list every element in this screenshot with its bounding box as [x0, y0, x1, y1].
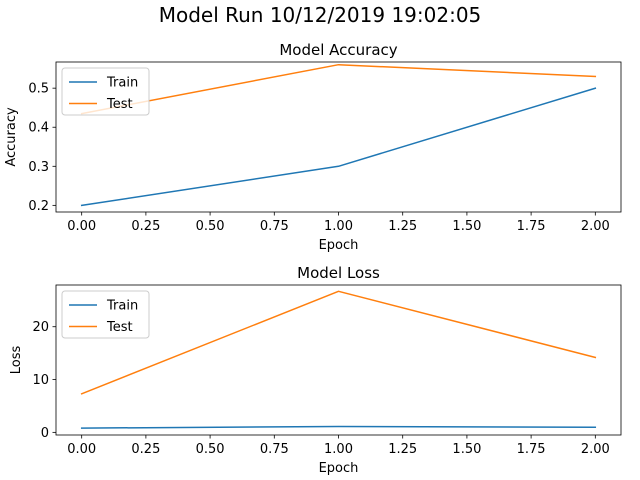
accuracy-xlabel: Epoch — [319, 238, 359, 253]
accuracy-ytick-label: 0.3 — [28, 160, 49, 175]
accuracy-ytick-label: 0.4 — [28, 121, 49, 136]
loss-ylabel: Loss — [9, 346, 24, 375]
loss-series-line-train — [80, 425, 597, 429]
accuracy-legend: Train Test — [61, 67, 150, 116]
loss-legend-label-train: Train — [106, 299, 138, 314]
accuracy-xtick-label: 1.75 — [517, 219, 546, 234]
accuracy-title: Model Accuracy — [279, 41, 397, 59]
accuracy-xtick-label: 1.25 — [388, 219, 417, 234]
accuracy-legend-label-train: Train — [106, 76, 138, 91]
accuracy-series-line-test — [80, 63, 597, 115]
loss-xtick-label: 1.75 — [517, 442, 546, 457]
loss-ytick-label: 20 — [32, 320, 49, 335]
accuracy-xtick-label: 1.00 — [324, 219, 353, 234]
loss-xtick-label: 0.25 — [131, 442, 160, 457]
loss-xtick-label: 2.00 — [581, 442, 610, 457]
accuracy-legend-label-test: Test — [106, 97, 133, 112]
accuracy-xtick-label: 0.25 — [131, 219, 160, 234]
figure-suptitle: Model Run 10/12/2019 19:02:05 — [159, 3, 482, 27]
loss-chart: Model Loss 0.00 0.25 0.50 0.75 1.00 1.25 1.50 1.… — [9, 264, 622, 476]
accuracy-xtick-label: 0.00 — [67, 219, 96, 234]
accuracy-chart: Model Accuracy 0.00 0.25 0.50 0.75 1.00 1.25 1.… — [4, 41, 622, 253]
loss-series-line-test — [80, 290, 597, 395]
loss-xtick-label: 0.75 — [260, 442, 289, 457]
accuracy-ytick-label: 0.2 — [28, 199, 49, 214]
accuracy-ytick-label: 0.5 — [28, 82, 49, 97]
loss-xtick-label: 1.25 — [388, 442, 417, 457]
accuracy-xtick-label: 0.75 — [260, 219, 289, 234]
accuracy-xtick-label: 1.50 — [452, 219, 481, 234]
loss-xtick-label: 0.00 — [67, 442, 96, 457]
loss-xlabel: Epoch — [319, 461, 359, 476]
accuracy-ylabel: Accuracy — [4, 107, 19, 167]
accuracy-xtick-label: 2.00 — [581, 219, 610, 234]
accuracy-series-line-train — [80, 87, 597, 207]
loss-xtick-label: 1.50 — [452, 442, 481, 457]
loss-title: Model Loss — [297, 264, 380, 282]
loss-legend-label-test: Test — [106, 320, 133, 335]
accuracy-xtick-label: 0.50 — [196, 219, 225, 234]
loss-ytick-label: 0 — [41, 426, 49, 441]
loss-legend: Train Test — [61, 290, 150, 339]
loss-xtick-label: 0.50 — [196, 442, 225, 457]
loss-ytick-label: 10 — [32, 373, 49, 388]
loss-xtick-label: 1.00 — [324, 442, 353, 457]
